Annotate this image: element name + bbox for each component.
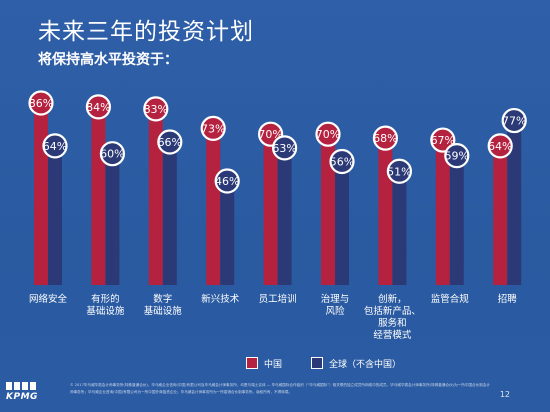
value-bubble-global: [42, 133, 68, 159]
value-label-global: 51%: [387, 165, 411, 178]
bar-global: [220, 181, 235, 285]
category-label: 包括新产品、: [364, 305, 421, 317]
value-label-china: 64%: [488, 140, 512, 153]
category-label: 经营模式: [373, 329, 412, 341]
value-bubble-global: [444, 143, 470, 169]
value-bubble-china: [315, 121, 341, 147]
bar-global: [507, 120, 522, 285]
category-label: 服务和: [378, 317, 407, 329]
value-label-global: 46%: [215, 175, 239, 188]
value-bubble-china: [200, 115, 226, 141]
value-bubble-china: [28, 90, 54, 116]
value-label-global: 59%: [445, 150, 469, 163]
category-label: 基础设施: [144, 305, 183, 317]
bar-global: [48, 145, 62, 285]
bar-china: [34, 103, 48, 285]
category-label: 风险: [325, 305, 345, 317]
value-label-global: 64%: [43, 140, 67, 153]
value-bubble-global: [157, 129, 183, 155]
value-label-china: 70%: [316, 128, 340, 141]
category-label: 治理与: [321, 293, 350, 305]
legend-label-global: 全球（不含中国）: [329, 359, 402, 370]
legend-label-china: 中国: [264, 359, 283, 370]
bar-global: [162, 142, 177, 285]
category-label: 监管合规: [431, 293, 470, 305]
value-bubble-china: [85, 94, 112, 120]
value-label-china: 84%: [86, 101, 110, 114]
footer-disclaimer: © 2017毕马威华振会计师事务所(特殊普通合伙)、毕马威企业咨询(中国)有限公…: [70, 383, 490, 394]
bar-china: [493, 145, 508, 285]
value-label-global: 60%: [100, 148, 124, 161]
value-bubble-china: [430, 127, 456, 153]
value-label-global: 56%: [330, 156, 354, 169]
bar-china: [91, 106, 106, 286]
category-label: 员工培训: [259, 293, 297, 305]
value-bubble-global: [272, 135, 298, 161]
category-label: 创新，: [378, 293, 407, 305]
value-bubble-global: [386, 158, 412, 184]
page-subtitle: 将保持高水平投资于：: [38, 52, 178, 68]
value-label-global: 66%: [158, 136, 182, 149]
value-label-china: 86%: [29, 97, 53, 110]
page-number: 12: [499, 390, 510, 399]
category-label: 基础设施: [86, 305, 125, 317]
bar-global: [449, 155, 464, 285]
value-label-china: 67%: [431, 134, 455, 147]
bar-china: [263, 134, 278, 285]
value-label-china: 68%: [373, 132, 397, 145]
legend-item-china: 中国: [246, 354, 282, 372]
value-bubble-china: [143, 96, 169, 122]
bar-china: [321, 134, 335, 285]
value-bubble-global: [329, 148, 355, 175]
legend-item-global: 全球（不含中国）: [311, 354, 401, 372]
category-label: 网络安全: [29, 293, 68, 305]
bar-global: [277, 147, 292, 285]
value-label-china: 83%: [144, 103, 168, 116]
value-bubble-china: [487, 133, 513, 159]
value-label-china: 73%: [201, 122, 225, 135]
value-bubble-global: [99, 141, 126, 167]
value-label-global: 77%: [502, 115, 526, 128]
legend-swatch-global: [311, 357, 323, 369]
bar-global: [105, 153, 120, 285]
category-label: 有形的: [91, 293, 120, 305]
footer: KPMG © 2017毕马威华振会计师事务所(特殊普通合伙)、毕马威企业咨询(中…: [0, 378, 550, 412]
value-label-china: 70%: [258, 128, 282, 141]
value-bubble-global: [501, 107, 527, 134]
value-bubble-global: [214, 168, 240, 194]
bar-china: [435, 140, 450, 285]
bar-china: [148, 108, 163, 285]
category-label: 数字: [153, 293, 172, 305]
bar-global: [335, 161, 349, 285]
bar-china: [206, 128, 221, 285]
brand-name: KPMG: [6, 392, 38, 402]
value-label-global: 63%: [272, 142, 296, 155]
bar-global: [392, 171, 407, 285]
legend-swatch-china: [246, 357, 258, 369]
kpmg-logo-icon: [6, 382, 36, 390]
category-label: 招聘: [498, 293, 518, 305]
value-bubble-china: [372, 125, 398, 151]
category-label: 新兴技术: [201, 293, 240, 305]
bar-china: [378, 138, 393, 285]
page-title: 未来三年的投资计划: [38, 19, 254, 45]
